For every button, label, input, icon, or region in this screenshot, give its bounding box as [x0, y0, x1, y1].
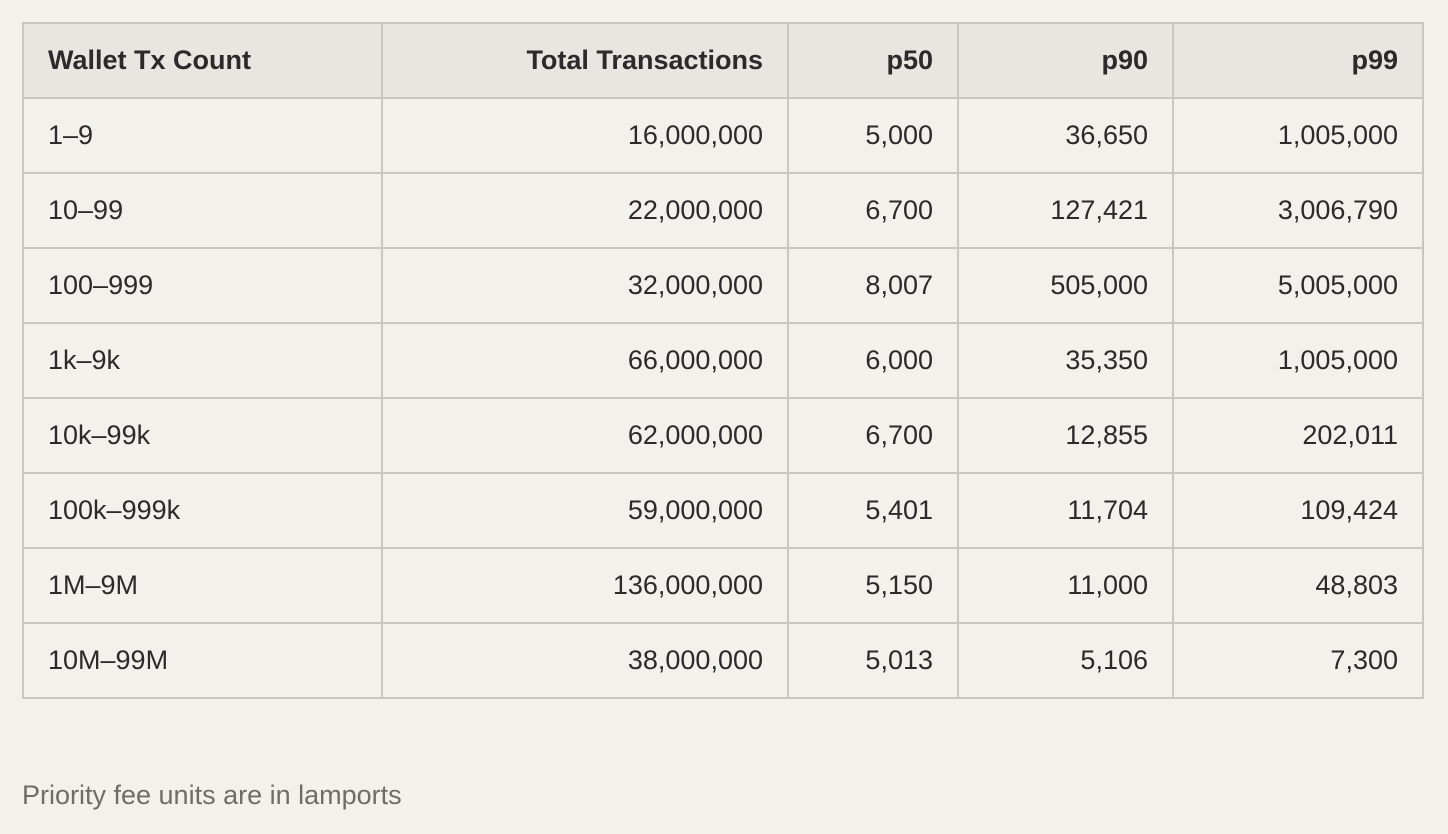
header-p99: p99 — [1172, 22, 1424, 99]
priority-fee-table-container: Wallet Tx Count Total Transactions p50 p… — [22, 22, 1424, 699]
cell-p50: 6,700 — [787, 397, 959, 474]
cell-total-transactions: 16,000,000 — [381, 97, 789, 174]
cell-p50: 6,700 — [787, 172, 959, 249]
cell-total-transactions: 22,000,000 — [381, 172, 789, 249]
cell-p90: 127,421 — [957, 172, 1174, 249]
priority-fee-table: Wallet Tx Count Total Transactions p50 p… — [22, 22, 1424, 699]
cell-p99: 1,005,000 — [1172, 97, 1424, 174]
cell-total-transactions: 32,000,000 — [381, 247, 789, 324]
cell-total-transactions: 38,000,000 — [381, 622, 789, 699]
table-row: 10M–99M 38,000,000 5,013 5,106 7,300 — [22, 622, 1424, 699]
cell-total-transactions: 136,000,000 — [381, 547, 789, 624]
cell-wallet-tx-count: 1–9 — [22, 97, 383, 174]
cell-p99: 109,424 — [1172, 472, 1424, 549]
cell-wallet-tx-count: 10k–99k — [22, 397, 383, 474]
header-wallet-tx-count: Wallet Tx Count — [22, 22, 383, 99]
cell-p50: 5,150 — [787, 547, 959, 624]
cell-p90: 11,704 — [957, 472, 1174, 549]
cell-p50: 5,013 — [787, 622, 959, 699]
table-row: 1M–9M 136,000,000 5,150 11,000 48,803 — [22, 547, 1424, 624]
cell-total-transactions: 62,000,000 — [381, 397, 789, 474]
cell-p99: 202,011 — [1172, 397, 1424, 474]
footnote: Priority fee units are in lamports — [22, 780, 402, 810]
table-row: 100–999 32,000,000 8,007 505,000 5,005,0… — [22, 247, 1424, 324]
table-row: 100k–999k 59,000,000 5,401 11,704 109,42… — [22, 472, 1424, 549]
header-total-transactions: Total Transactions — [381, 22, 789, 99]
cell-p90: 12,855 — [957, 397, 1174, 474]
cell-p90: 505,000 — [957, 247, 1174, 324]
cell-p90: 36,650 — [957, 97, 1174, 174]
cell-p50: 5,000 — [787, 97, 959, 174]
table-header-row: Wallet Tx Count Total Transactions p50 p… — [22, 22, 1424, 99]
cell-wallet-tx-count: 1M–9M — [22, 547, 383, 624]
header-p90: p90 — [957, 22, 1174, 99]
cell-p90: 11,000 — [957, 547, 1174, 624]
table-row: 10–99 22,000,000 6,700 127,421 3,006,790 — [22, 172, 1424, 249]
cell-p90: 35,350 — [957, 322, 1174, 399]
cell-p99: 48,803 — [1172, 547, 1424, 624]
cell-wallet-tx-count: 10–99 — [22, 172, 383, 249]
cell-total-transactions: 59,000,000 — [381, 472, 789, 549]
cell-p99: 7,300 — [1172, 622, 1424, 699]
cell-wallet-tx-count: 1k–9k — [22, 322, 383, 399]
table-row: 10k–99k 62,000,000 6,700 12,855 202,011 — [22, 397, 1424, 474]
cell-wallet-tx-count: 100–999 — [22, 247, 383, 324]
cell-p90: 5,106 — [957, 622, 1174, 699]
cell-p99: 3,006,790 — [1172, 172, 1424, 249]
cell-total-transactions: 66,000,000 — [381, 322, 789, 399]
cell-wallet-tx-count: 10M–99M — [22, 622, 383, 699]
table-row: 1–9 16,000,000 5,000 36,650 1,005,000 — [22, 97, 1424, 174]
cell-p99: 1,005,000 — [1172, 322, 1424, 399]
cell-p50: 5,401 — [787, 472, 959, 549]
cell-p99: 5,005,000 — [1172, 247, 1424, 324]
cell-p50: 8,007 — [787, 247, 959, 324]
header-p50: p50 — [787, 22, 959, 99]
cell-p50: 6,000 — [787, 322, 959, 399]
table-row: 1k–9k 66,000,000 6,000 35,350 1,005,000 — [22, 322, 1424, 399]
cell-wallet-tx-count: 100k–999k — [22, 472, 383, 549]
